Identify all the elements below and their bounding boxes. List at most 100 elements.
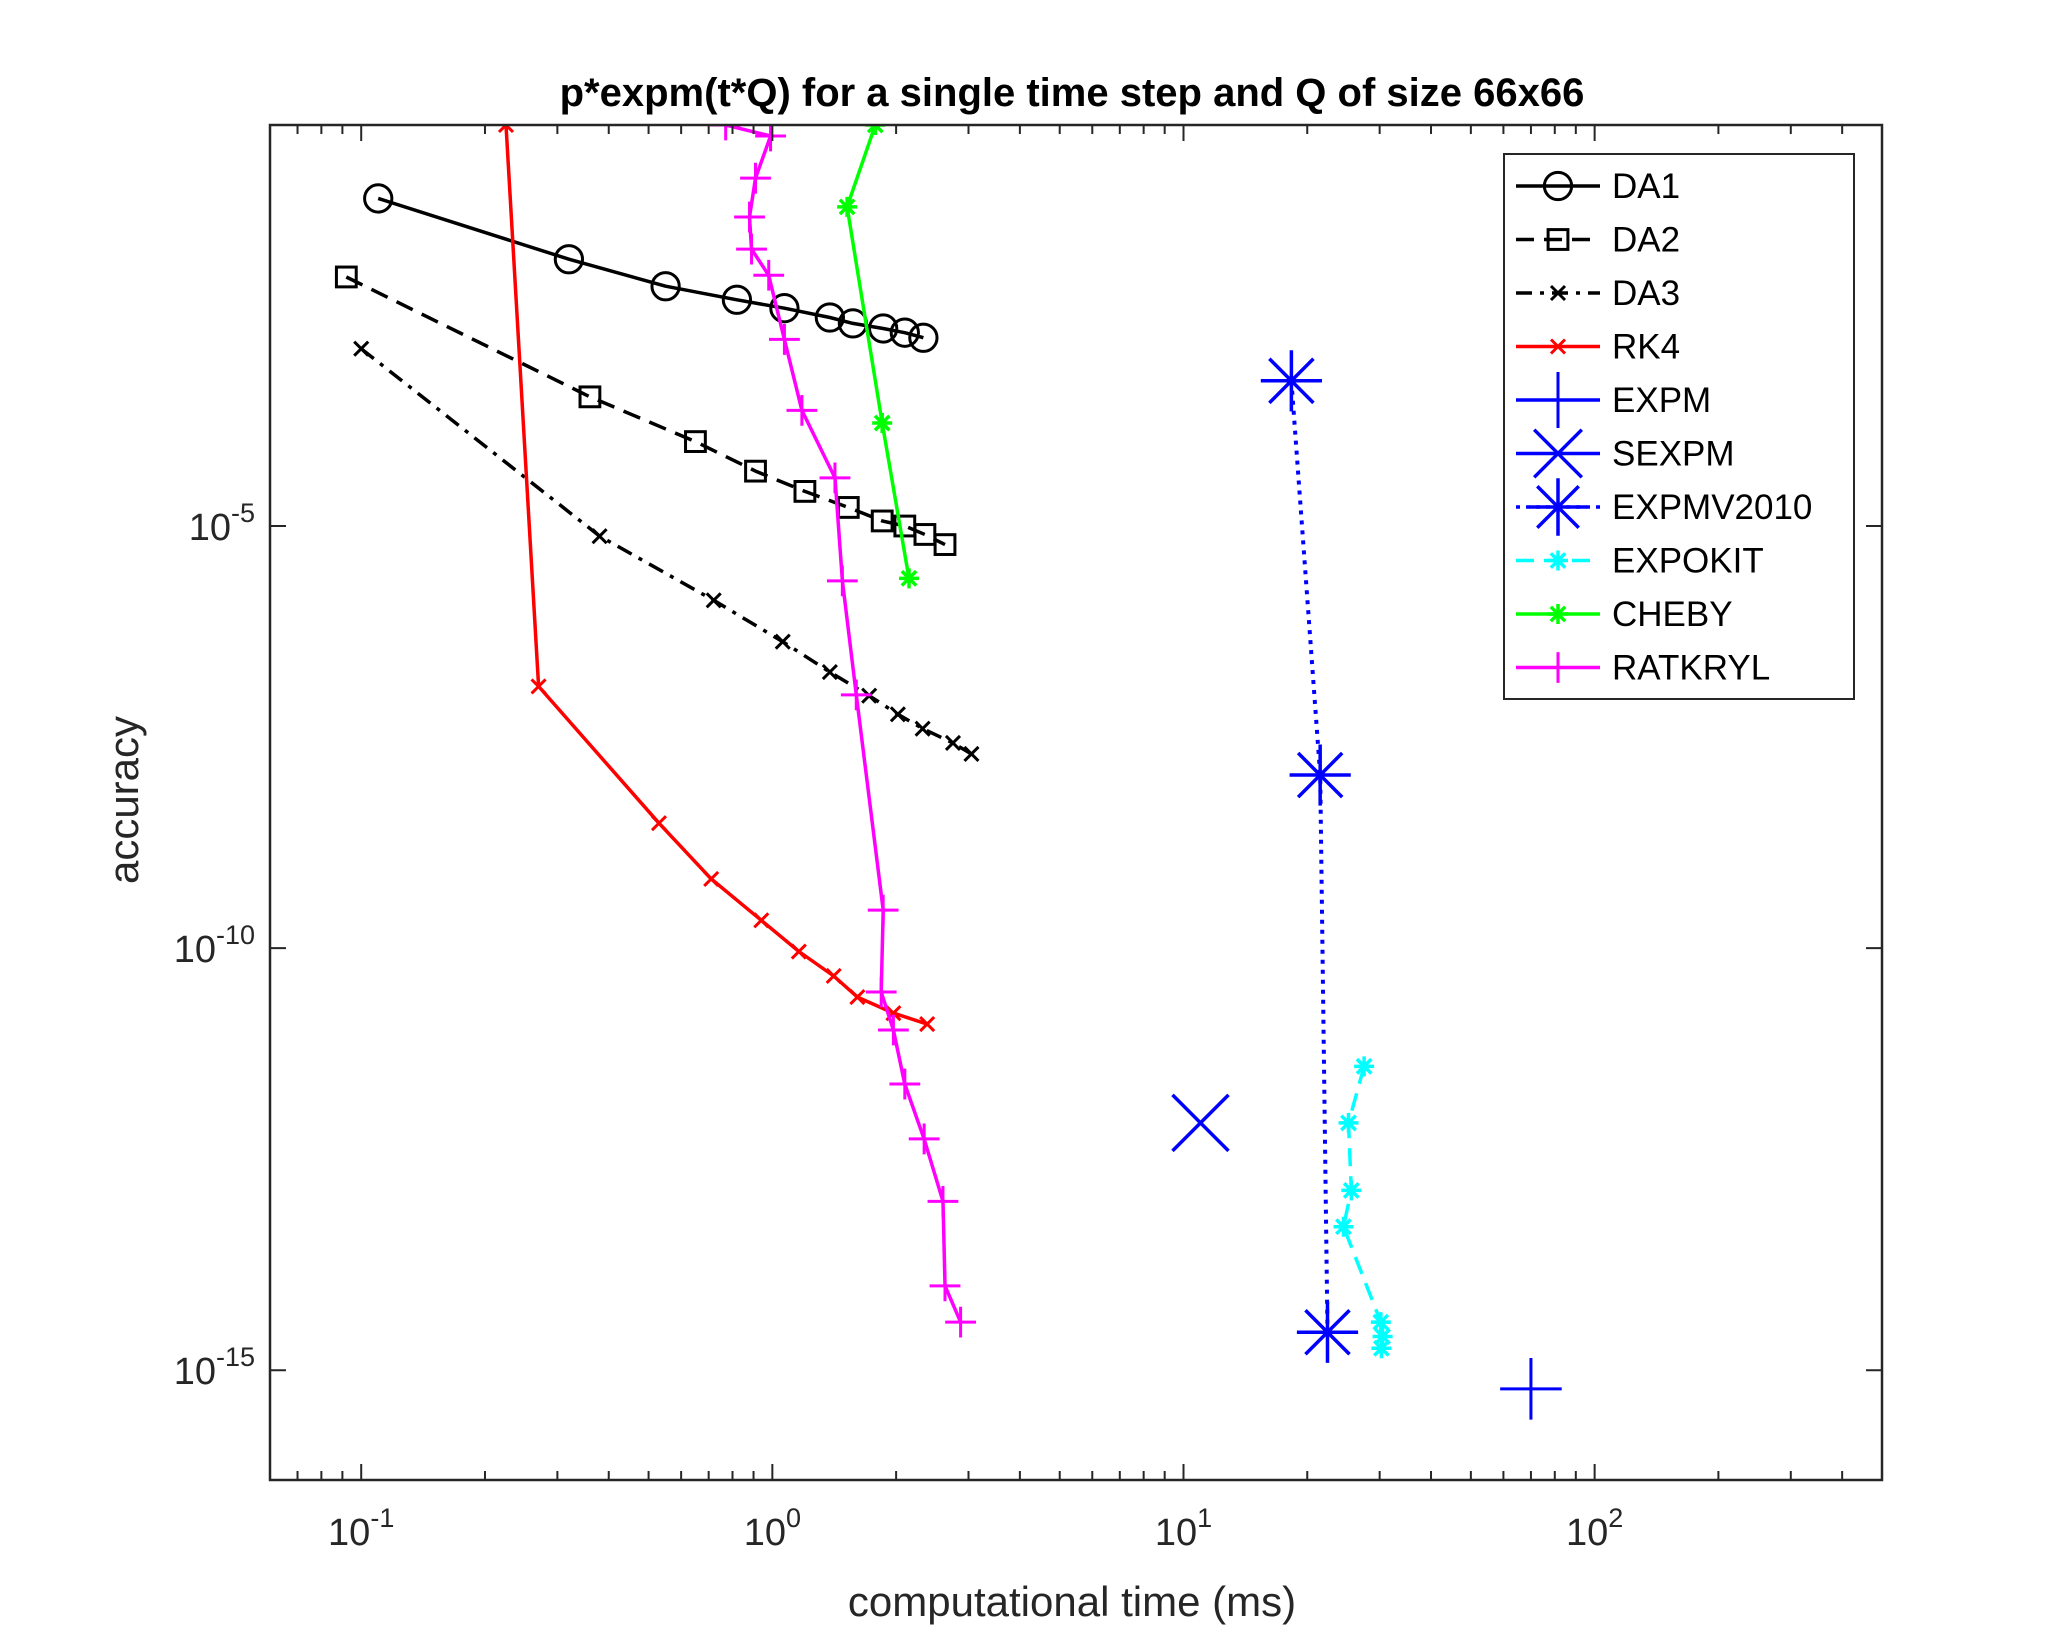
legend-label: DA3 bbox=[1612, 274, 1680, 313]
point-da2-0 bbox=[334, 265, 358, 289]
point-da3-6 bbox=[889, 706, 906, 723]
point-ratkryl-7 bbox=[786, 394, 818, 426]
x-tick-base: 10 bbox=[328, 1512, 370, 1554]
point-expmv2010-0 bbox=[1260, 350, 1322, 412]
point-da2-3 bbox=[744, 459, 767, 483]
point-da1-7 bbox=[868, 313, 899, 344]
point-rk4-7 bbox=[849, 989, 866, 1006]
series-expokit bbox=[1333, 1056, 1393, 1359]
point-da1-8 bbox=[889, 317, 920, 348]
point-rk4-4 bbox=[753, 912, 770, 929]
point-rk4-2 bbox=[650, 815, 668, 832]
legend-marker bbox=[1529, 478, 1587, 536]
plot-frame bbox=[268, 123, 1884, 1482]
point-rk4-9 bbox=[919, 1016, 936, 1033]
point-da2-4 bbox=[793, 479, 817, 503]
legend-label: CHEBY bbox=[1612, 595, 1733, 634]
point-cheby-1 bbox=[837, 196, 858, 217]
point-ratkryl-16 bbox=[927, 1186, 959, 1217]
legend-marker bbox=[1542, 170, 1574, 202]
point-da2-1 bbox=[578, 385, 602, 409]
point-expokit-2 bbox=[1341, 1180, 1362, 1201]
x-tick-base: 10 bbox=[1566, 1512, 1608, 1554]
x-tick-exp: 1 bbox=[1197, 1503, 1212, 1533]
point-da3-1 bbox=[591, 528, 608, 545]
x-tick-label: 101 bbox=[1155, 1503, 1212, 1554]
point-sexpm-0 bbox=[1171, 1093, 1230, 1153]
legend-marker bbox=[1548, 550, 1568, 571]
series-sexpm bbox=[1171, 1093, 1230, 1153]
x-tick-label: 102 bbox=[1566, 1503, 1623, 1554]
series-da3 bbox=[353, 340, 980, 763]
point-cheby-2 bbox=[872, 413, 893, 434]
y-axis-label: accuracy bbox=[100, 716, 147, 884]
x-tick-exp: 0 bbox=[786, 1503, 801, 1533]
y-tick-exp: -15 bbox=[216, 1342, 255, 1372]
legend-label: SEXPM bbox=[1612, 435, 1735, 474]
point-da3-7 bbox=[914, 720, 931, 737]
legend-marker bbox=[1546, 228, 1570, 251]
x-tick-label: 100 bbox=[744, 1503, 801, 1554]
point-ratkryl-12 bbox=[865, 976, 897, 1008]
legend-label: EXPMV2010 bbox=[1612, 488, 1812, 527]
point-rk4-3 bbox=[703, 870, 720, 887]
series-da2 bbox=[334, 265, 957, 556]
series-rk4 bbox=[497, 125, 936, 1033]
point-ratkryl-8 bbox=[819, 462, 851, 494]
x-tick-base: 10 bbox=[1155, 1512, 1197, 1554]
legend-marker bbox=[1532, 428, 1584, 479]
point-ratkryl-6 bbox=[769, 324, 800, 355]
point-ratkryl-3 bbox=[734, 201, 765, 233]
point-expokit-6 bbox=[1371, 1338, 1392, 1359]
legend: DA1 DA2 DA3 RK4 EXPM SEXPM EXPMV2010 EXPOKIT CHE… bbox=[1503, 153, 1855, 700]
point-expokit-4 bbox=[1370, 1312, 1391, 1333]
point-rk4-1 bbox=[530, 678, 547, 695]
legend-marker bbox=[1549, 284, 1567, 302]
point-expokit-5 bbox=[1372, 1326, 1393, 1347]
x-tick-label: 10-1 bbox=[328, 1503, 394, 1554]
point-ratkryl-15 bbox=[908, 1123, 940, 1155]
legend-entry-da1: DA1 bbox=[1516, 167, 1680, 206]
y-tick-exp: -10 bbox=[216, 920, 255, 950]
point-ratkryl-11 bbox=[867, 894, 899, 926]
point-expokit-0 bbox=[1354, 1056, 1375, 1077]
series-ratkryl bbox=[710, 125, 977, 1338]
legend-entry-ratkryl: RATKRYL bbox=[1516, 649, 1770, 688]
series-cheby bbox=[837, 125, 920, 589]
y-tick-label: 10-10 bbox=[174, 920, 255, 971]
legend-entry-rk4: RK4 bbox=[1516, 328, 1680, 367]
point-da3-2 bbox=[705, 592, 722, 609]
point-ratkryl-0 bbox=[710, 125, 742, 141]
legend-entry-expokit: EXPOKIT bbox=[1516, 542, 1764, 581]
point-expm-0 bbox=[1500, 1358, 1562, 1420]
point-da3-0 bbox=[353, 340, 370, 357]
point-da2-9 bbox=[933, 533, 957, 556]
series-line-cheby bbox=[845, 125, 911, 579]
legend-marker bbox=[1542, 652, 1574, 683]
legend-label: RK4 bbox=[1612, 328, 1680, 367]
x-tick-exp: 2 bbox=[1608, 1503, 1623, 1533]
point-da1-9 bbox=[908, 322, 939, 353]
point-expokit-3 bbox=[1333, 1216, 1354, 1237]
point-cheby-3 bbox=[899, 568, 920, 589]
legend-label: DA1 bbox=[1612, 167, 1680, 206]
series-layer bbox=[334, 125, 1562, 1420]
series-expm bbox=[1500, 1358, 1562, 1420]
point-rk4-5 bbox=[790, 943, 807, 960]
y-tick-label: 10-15 bbox=[174, 1342, 255, 1393]
legend-label: RATKRYL bbox=[1612, 649, 1770, 688]
point-rk4-6 bbox=[825, 967, 842, 985]
legend-entry-da2: DA2 bbox=[1516, 221, 1680, 260]
point-da2-2 bbox=[684, 430, 707, 453]
legend-entry-expm: EXPM bbox=[1516, 372, 1711, 428]
point-ratkryl-4 bbox=[736, 233, 767, 265]
series-line-expmv2010 bbox=[1289, 380, 1330, 1333]
point-expmv2010-1 bbox=[1289, 744, 1351, 806]
legend-label: EXPOKIT bbox=[1612, 542, 1764, 581]
point-da3-8 bbox=[944, 734, 962, 752]
point-ratkryl-5 bbox=[753, 259, 785, 291]
point-da1-1 bbox=[553, 244, 585, 275]
legend-label: EXPM bbox=[1612, 381, 1711, 420]
